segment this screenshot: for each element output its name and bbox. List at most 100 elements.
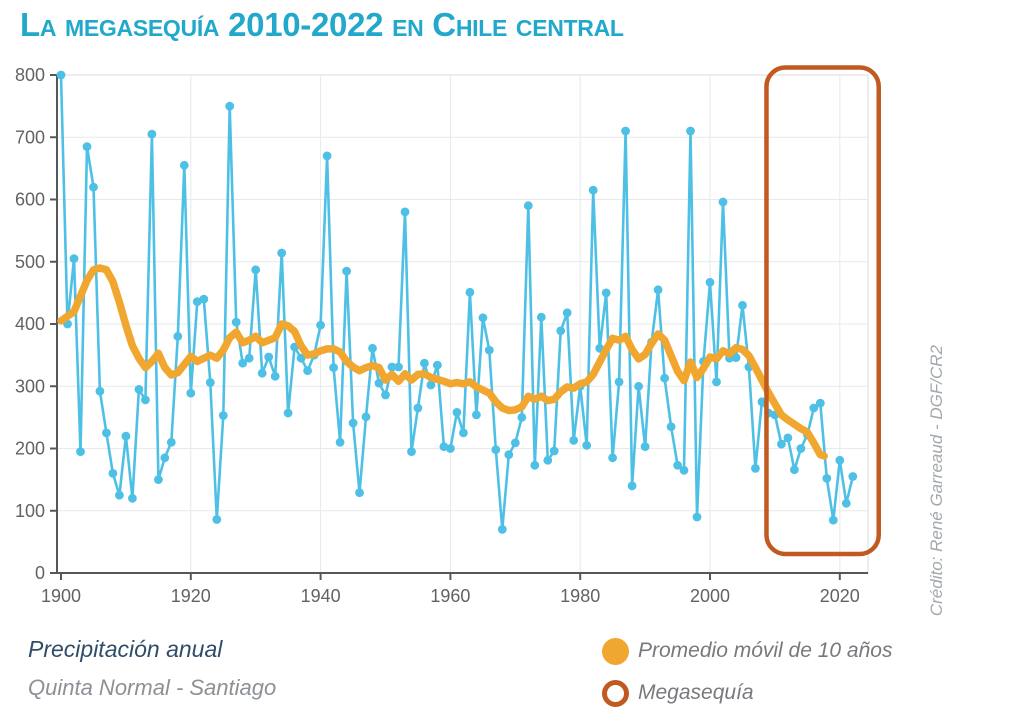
data-point: [556, 326, 566, 336]
data-point: [497, 525, 507, 534]
data-point: [484, 345, 494, 355]
data-point: [186, 388, 196, 398]
data-point: [777, 439, 786, 449]
data-point: [127, 493, 137, 503]
x-tick-label: 1920: [171, 586, 211, 606]
data-point: [835, 455, 845, 465]
data-point: [582, 441, 592, 450]
data-point: [407, 447, 416, 456]
data-point: [82, 142, 92, 152]
data-point: [244, 353, 254, 363]
data-point: [205, 378, 215, 387]
axes: 0 100 200 300 400 500 600 700 800 1900 1920 1940 196…: [15, 65, 868, 606]
legend-item-megadrought: Megasequía: [592, 672, 892, 714]
data-point: [270, 371, 280, 381]
data-point: [510, 438, 520, 448]
x-tick-label: 1940: [301, 586, 341, 606]
data-point: [134, 385, 144, 394]
data-point: [108, 469, 118, 478]
data-point: [147, 129, 157, 139]
y-tick-label: 700: [15, 127, 45, 147]
data-point: [452, 408, 462, 417]
legend-label-moving-average: Promedio móvil de 10 años: [638, 639, 893, 662]
data-point: [841, 498, 851, 508]
y-tick-label: 500: [15, 252, 45, 272]
data-point: [673, 460, 682, 470]
data-point: [822, 474, 832, 483]
data-point: [757, 397, 767, 407]
x-tick-label: 1900: [41, 586, 81, 606]
data-point: [517, 413, 527, 422]
data-point: [316, 320, 325, 330]
y-tick-label: 100: [15, 501, 45, 521]
data-point: [491, 445, 501, 455]
data-point: [102, 428, 111, 438]
data-point: [355, 488, 364, 498]
data-point: [329, 363, 338, 372]
data-point: [718, 197, 728, 207]
data-point: [562, 308, 572, 318]
data-point: [121, 431, 131, 441]
data-point: [433, 360, 442, 370]
data-point: [692, 512, 702, 522]
legend-item-moving-average: Promedio móvil de 10 años: [592, 630, 892, 672]
data-point: [569, 436, 579, 445]
data-point: [588, 185, 598, 195]
data-point: [420, 358, 429, 368]
data-point: [426, 380, 436, 390]
data-point: [225, 101, 235, 111]
data-point: [257, 368, 267, 378]
data-point: [394, 362, 403, 372]
y-tick-label: 600: [15, 190, 45, 210]
data-point: [686, 126, 695, 136]
data-point: [815, 398, 825, 408]
data-point: [264, 352, 274, 362]
data-point: [115, 490, 124, 500]
data-point: [601, 288, 611, 298]
data-point: [530, 460, 540, 470]
data-point: [348, 418, 358, 428]
data-point: [465, 287, 475, 297]
data-point: [790, 465, 799, 475]
page-title: La megasequía 2010-2022 en Chile central: [20, 6, 624, 43]
data-point: [69, 254, 79, 263]
data-point: [277, 248, 287, 258]
data-point: [342, 266, 351, 276]
data-point: [141, 395, 150, 405]
data-point: [166, 437, 176, 447]
data-point: [660, 373, 669, 383]
x-tick-label: 1960: [430, 586, 470, 606]
data-point: [56, 70, 66, 80]
data-point: [549, 446, 559, 456]
data-point: [634, 381, 643, 391]
data-point: [251, 265, 261, 275]
data-point: [751, 464, 760, 473]
data-point: [179, 160, 189, 170]
data-point: [212, 515, 222, 524]
subtitle-precipitation: Precipitación anual: [28, 636, 223, 662]
data-point: [413, 403, 423, 413]
data-point: [848, 472, 858, 481]
subtitle-station: Quinta Normal - Santiago: [28, 675, 277, 700]
data-point: [523, 201, 533, 211]
data-point: [614, 377, 624, 387]
data-point: [238, 358, 248, 368]
moving-average-series: [57, 264, 828, 460]
legend-label-megadrought: Megasequía: [638, 681, 754, 704]
data-point: [796, 444, 806, 453]
y-tick-label: 300: [15, 376, 45, 396]
y-tick-label: 200: [15, 439, 45, 459]
data-point: [322, 151, 332, 161]
data-point: [478, 313, 488, 323]
data-point: [653, 285, 663, 295]
credit-text: Crédito: René Garreaud - DGF/CR2: [927, 345, 946, 617]
y-tick-label: 800: [15, 65, 45, 85]
y-tick-label: 400: [15, 314, 45, 334]
x-tick-label: 1980: [560, 586, 600, 606]
data-point: [231, 317, 241, 327]
moving-average-marker-icon: [601, 637, 629, 665]
data-point: [361, 412, 371, 422]
data-point: [199, 294, 209, 304]
data-point: [608, 453, 617, 463]
